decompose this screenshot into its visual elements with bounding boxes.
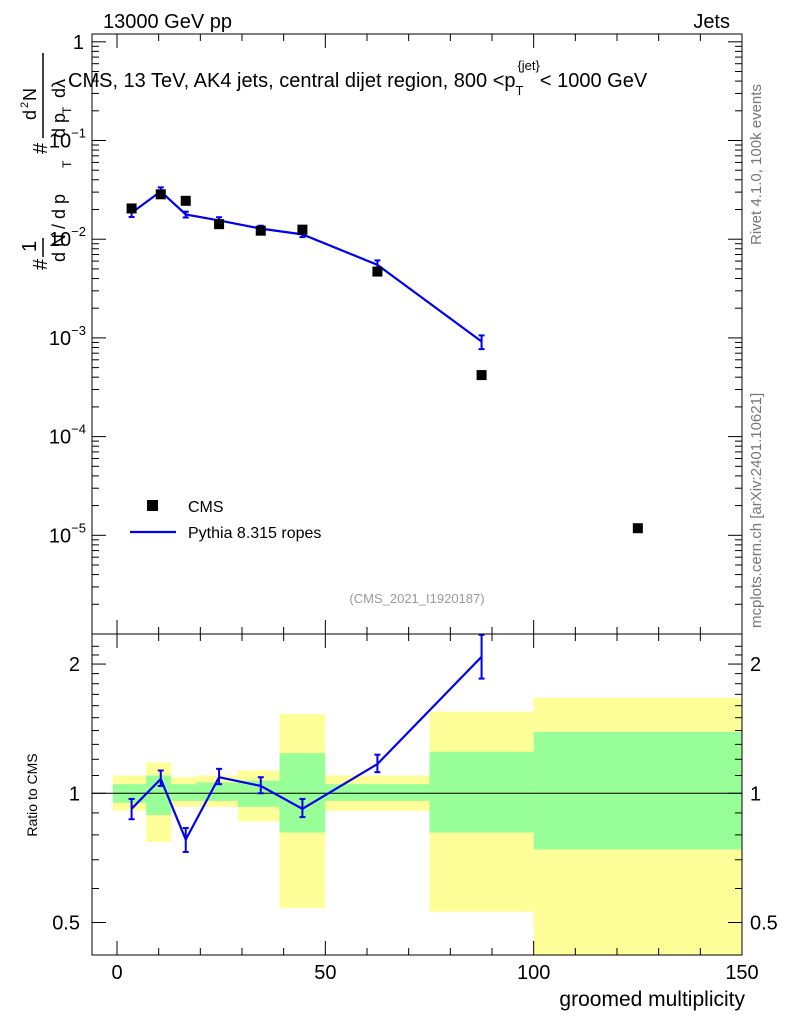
main-series-layer xyxy=(126,186,643,534)
legend: CMS Pythia 8.315 ropes xyxy=(130,499,321,542)
main-y-tick-label: 1 xyxy=(73,32,84,54)
cms-data-point xyxy=(476,370,487,381)
main-y-tick-label: 10−1 xyxy=(49,126,86,153)
main-y-tick-label: 10−4 xyxy=(49,422,86,449)
main-x-ticks xyxy=(116,34,743,634)
main-y-tick-label: 10−5 xyxy=(49,520,86,547)
plot-title: CMS, 13 TeV, AK4 jets, central dijet reg… xyxy=(68,58,648,98)
mcplots-credit-label: mcplots.cern.ch [arXiv:2401.10621] xyxy=(748,393,765,628)
cms-data-point xyxy=(155,189,166,200)
ylabel-d: d xyxy=(20,110,40,120)
x-axis-label: groomed multiplicity xyxy=(559,988,745,1011)
ratio-series-layer xyxy=(128,633,485,853)
cms-data-point xyxy=(214,219,225,230)
main-y-axis: 1 10−1 10−2 10−3 10−4 10−5 xyxy=(49,32,742,635)
category-label: Jets xyxy=(693,11,730,33)
band-inner xyxy=(171,784,197,801)
ylabel-dp: d p xyxy=(49,113,69,138)
ylabel-hash-1: # xyxy=(30,258,52,270)
ratio-y-tick-label-right: 2 xyxy=(750,654,761,676)
cms-data-point xyxy=(372,266,383,277)
ylabel-N: N xyxy=(20,88,40,101)
title-suffix: < 1000 GeV xyxy=(540,70,648,92)
ratio-y-tick-label: 1 xyxy=(69,783,80,805)
band-inner xyxy=(429,751,534,833)
title-sup: {jet} xyxy=(517,58,540,73)
x-tick-label: 0 xyxy=(111,962,122,984)
main-y-tick-label: 10−3 xyxy=(49,323,86,350)
legend-label-pythia: Pythia 8.315 ropes xyxy=(188,525,321,542)
pythia-line xyxy=(130,189,483,343)
ylabel-two: 2 xyxy=(19,102,31,108)
ratio-y-tick-label-right: 1 xyxy=(750,783,761,805)
title-sub: T xyxy=(516,83,524,98)
ratio-y-tick-label: 2 xyxy=(69,654,80,676)
legend-label-cms: CMS xyxy=(188,499,224,516)
analysis-watermark: (CMS_2021_I1920187) xyxy=(349,591,484,606)
title-prefix: CMS, 13 TeV, AK4 jets, central dijet reg… xyxy=(68,70,516,92)
ylabel-one: 1 xyxy=(19,241,41,252)
energy-label: 13000 GeV pp xyxy=(103,11,232,33)
band-inner xyxy=(196,782,238,801)
ratio-plot-frame xyxy=(91,633,743,956)
main-y-axis-label: # 1 d N / d p T # d 2 N d p T dλ xyxy=(19,53,74,270)
main-y-tick-label: 10−2 xyxy=(49,224,86,251)
ylabel-T-2: T xyxy=(60,106,74,114)
x-tick-label: 150 xyxy=(725,962,758,984)
band-inner xyxy=(325,784,430,801)
ratio-x-axis: 0 50 100 150 xyxy=(111,634,759,984)
ylabel-hash-2: # xyxy=(30,142,52,154)
ratio-y-tick-label: 0.5 xyxy=(52,912,80,934)
cms-data-point xyxy=(632,523,643,534)
ylabel-T-1: T xyxy=(60,160,74,168)
ylabel-dN: d N / d p xyxy=(49,194,69,262)
x-tick-label: 50 xyxy=(314,962,336,984)
ratio-y-axis-label: Ratio to CMS xyxy=(24,753,40,836)
ratio-y-axis: 0.5 0.5 1 1 2 2 xyxy=(52,645,778,934)
legend-marker-cms xyxy=(147,500,158,511)
main-plot-frame xyxy=(91,33,743,635)
cms-data-point xyxy=(180,195,191,206)
x-tick-label: 100 xyxy=(517,962,550,984)
ylabel-lambda: dλ xyxy=(49,79,69,98)
cms-data-point xyxy=(126,203,137,214)
rivet-version-label: Rivet 4.1.0, 100k events xyxy=(748,84,765,245)
band-inner xyxy=(533,731,742,850)
ratio-y-tick-label-right: 0.5 xyxy=(750,912,778,934)
cms-data-point xyxy=(297,224,308,235)
cms-data-point xyxy=(255,225,266,236)
ratio-line xyxy=(130,655,483,843)
ratio-uncertainty-bands xyxy=(112,697,742,955)
